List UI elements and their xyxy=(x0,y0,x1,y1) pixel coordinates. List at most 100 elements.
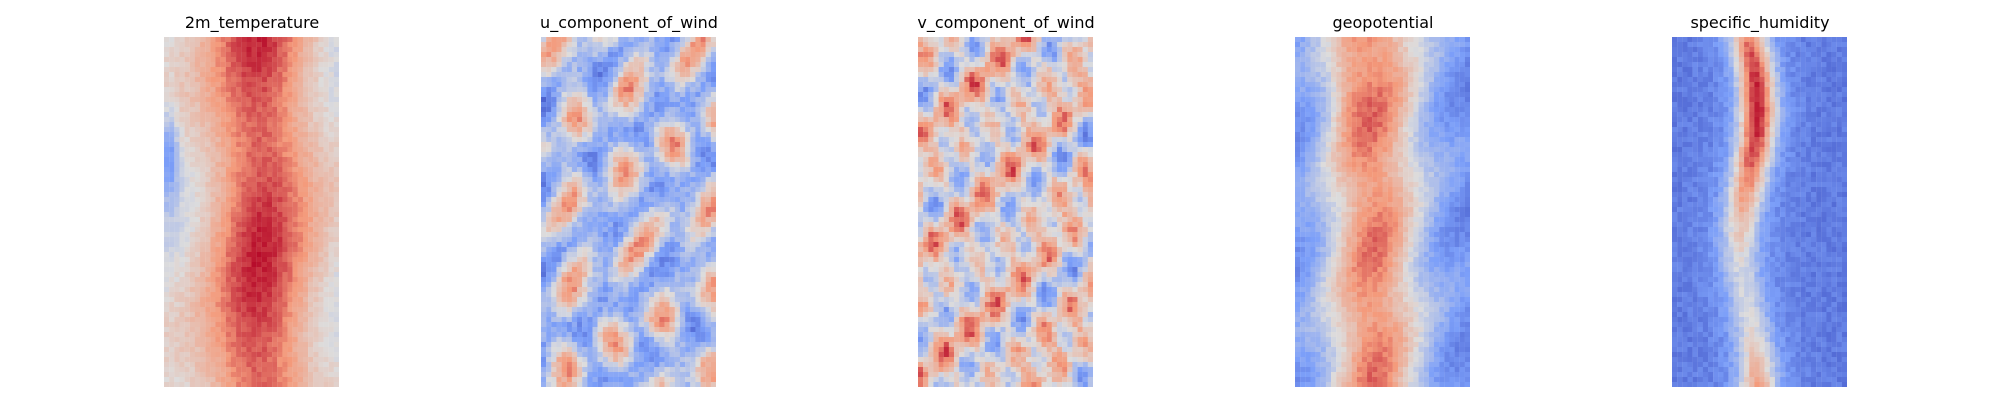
heatmap-cell xyxy=(241,302,247,308)
heatmap-cell xyxy=(700,267,706,273)
heatmap-cell xyxy=(256,197,262,203)
heatmap-cell xyxy=(546,157,552,163)
heatmap-cell xyxy=(328,332,334,338)
heatmap-cell xyxy=(618,112,624,118)
heatmap-cell xyxy=(582,92,588,98)
heatmap-cell xyxy=(690,207,696,213)
heatmap-cell xyxy=(571,142,578,148)
heatmap-cell xyxy=(246,152,252,158)
heatmap-cell xyxy=(174,247,180,253)
heatmap-cell xyxy=(592,187,598,193)
heatmap-cell xyxy=(174,177,180,183)
heatmap-cell xyxy=(215,372,221,378)
heatmap-cell xyxy=(685,52,691,58)
heatmap-cell xyxy=(607,152,614,158)
heatmap-cell xyxy=(974,62,980,68)
heatmap-cell xyxy=(194,137,201,143)
heatmap-cell xyxy=(602,67,609,73)
heatmap-cell xyxy=(659,352,665,358)
heatmap-cell xyxy=(230,212,237,218)
heatmap-cell xyxy=(266,122,273,128)
heatmap-cell xyxy=(710,202,716,208)
heatmap-cell xyxy=(679,212,686,218)
heatmap-cell xyxy=(556,187,562,193)
heatmap-cell xyxy=(1072,42,1078,48)
heatmap-cell xyxy=(297,322,304,328)
heatmap-cell xyxy=(205,312,211,318)
heatmap-cell xyxy=(169,52,175,58)
heatmap-cell xyxy=(236,247,242,253)
heatmap-cell xyxy=(551,97,557,103)
heatmap-cell xyxy=(602,77,609,83)
heatmap-cell xyxy=(664,77,670,83)
heatmap-cell xyxy=(308,167,314,173)
heatmap-cell xyxy=(272,367,278,373)
heatmap-cell xyxy=(282,317,288,323)
heatmap-cell xyxy=(282,67,288,73)
heatmap-cell xyxy=(659,67,665,73)
heatmap-cell xyxy=(236,42,242,48)
heatmap-cell xyxy=(695,322,701,328)
heatmap-cell xyxy=(297,112,304,118)
heatmap-cell xyxy=(277,357,283,363)
heatmap-cell xyxy=(710,197,716,203)
heatmap-cell xyxy=(705,352,711,358)
heatmap-cell xyxy=(587,307,593,313)
heatmap-cell xyxy=(272,267,278,273)
heatmap-cell xyxy=(220,87,226,93)
heatmap-cell xyxy=(541,312,547,318)
heatmap-cell xyxy=(328,112,334,118)
heatmap-cell xyxy=(200,212,206,218)
heatmap-cell xyxy=(705,287,711,293)
heatmap-cell xyxy=(241,87,247,93)
heatmap-cell xyxy=(577,382,583,387)
heatmap-cell xyxy=(582,57,588,63)
heatmap-cell xyxy=(669,172,675,178)
heatmap-cell xyxy=(333,132,339,138)
heatmap-cell xyxy=(577,97,583,103)
heatmap-cell xyxy=(225,317,232,323)
heatmap-cell xyxy=(654,52,660,58)
heatmap-cell xyxy=(679,162,686,168)
heatmap-cell xyxy=(669,302,675,308)
heatmap-cell xyxy=(571,302,578,308)
heatmap-cell xyxy=(313,357,319,363)
heatmap-cell xyxy=(261,352,268,358)
heatmap-cell xyxy=(266,317,273,323)
heatmap-cell xyxy=(169,292,175,298)
heatmap-cell xyxy=(282,212,288,218)
heatmap-cell xyxy=(241,72,247,78)
heatmap-cell xyxy=(571,187,578,193)
heatmap-cell xyxy=(256,292,262,298)
heatmap-cell xyxy=(654,152,660,158)
heatmap-cell xyxy=(695,282,701,288)
heatmap-cell xyxy=(308,317,314,323)
heatmap-cell xyxy=(582,37,588,43)
heatmap-cell xyxy=(643,222,650,228)
heatmap-cell xyxy=(266,97,273,103)
heatmap-cell xyxy=(607,37,614,43)
heatmap-cell xyxy=(690,267,696,273)
heatmap-cell xyxy=(669,377,675,383)
heatmap-cell xyxy=(654,362,660,368)
heatmap-cell xyxy=(918,47,924,53)
heatmap-cell xyxy=(679,42,686,48)
heatmap-cell xyxy=(607,357,614,363)
heatmap-cell xyxy=(164,297,170,303)
heatmap-cell xyxy=(164,342,170,348)
heatmap-cell xyxy=(546,42,552,48)
heatmap-cell xyxy=(628,287,634,293)
heatmap-cell xyxy=(623,107,629,113)
heatmap-cell xyxy=(220,222,226,228)
heatmap-cell xyxy=(541,127,547,133)
heatmap-cell xyxy=(333,187,339,193)
heatmap-cell xyxy=(194,92,201,98)
heatmap-cell xyxy=(266,52,273,58)
heatmap-cell xyxy=(638,347,645,353)
heatmap-cell xyxy=(328,132,334,138)
heatmap-cell xyxy=(313,52,319,58)
heatmap-cell xyxy=(685,217,691,223)
heatmap-cell xyxy=(649,367,655,373)
heatmap-cell xyxy=(974,52,980,58)
heatmap-cell xyxy=(664,377,670,383)
